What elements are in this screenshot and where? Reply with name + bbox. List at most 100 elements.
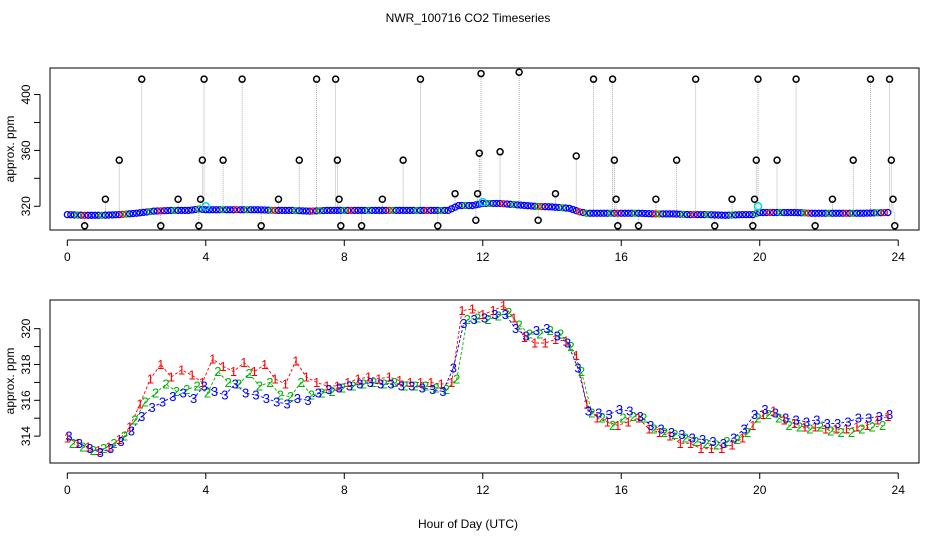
baseline-point <box>576 208 584 216</box>
baseline-point <box>641 209 650 218</box>
baseline-point <box>617 209 625 217</box>
series-1-marker: 1 <box>718 441 725 456</box>
spike-point <box>399 156 407 164</box>
spike-point <box>378 195 387 204</box>
series-1-marker: 1 <box>199 375 206 390</box>
series-2-marker: 2 <box>173 384 180 399</box>
series-1-marker: 1 <box>645 421 652 436</box>
spike-point <box>337 222 345 230</box>
series-3-marker: 3 <box>709 434 716 449</box>
baseline-point <box>648 210 657 218</box>
spike-point <box>608 75 617 83</box>
baseline-point <box>174 206 182 215</box>
spike-point <box>434 222 442 230</box>
spike-point <box>333 156 342 164</box>
series-1-marker: 1 <box>375 371 382 386</box>
series-3-marker: 3 <box>273 395 280 410</box>
baseline-point <box>188 206 196 214</box>
series-2-marker: 2 <box>692 434 699 449</box>
baseline-point <box>700 210 708 219</box>
series-3-marker: 3 <box>263 391 270 406</box>
series-3-marker: 3 <box>304 393 311 408</box>
baseline-point <box>659 210 667 218</box>
series-1-marker: 1 <box>230 364 237 379</box>
baseline-point <box>364 206 373 215</box>
cyan-point <box>478 197 488 207</box>
baseline-point <box>610 209 618 217</box>
bottom-x-tick-label: 20 <box>753 483 767 497</box>
baseline-point <box>638 209 646 218</box>
baseline-point <box>527 202 535 210</box>
baseline-point <box>357 206 366 215</box>
bottom-x-tick-label: 4 <box>202 483 209 497</box>
series-2-marker: 2 <box>214 364 221 379</box>
series-2-marker: 2 <box>204 386 211 401</box>
baseline-point <box>731 211 740 219</box>
series-1-marker: 1 <box>427 375 434 390</box>
spike-point <box>101 195 110 204</box>
top-x-tick-label: 0 <box>64 250 71 264</box>
baseline-point <box>312 207 321 215</box>
baseline-point <box>105 211 113 219</box>
baseline-point <box>849 209 857 217</box>
series-2-marker: 2 <box>651 421 658 436</box>
series-2-marker: 2 <box>827 423 834 438</box>
baseline-point <box>101 211 110 219</box>
baseline-point <box>513 201 522 209</box>
series-3-marker: 3 <box>76 436 83 451</box>
series-2-marker: 2 <box>131 413 138 428</box>
baseline-point <box>520 201 528 210</box>
series-3-marker: 3 <box>741 421 748 436</box>
series-1-marker: 1 <box>552 332 559 347</box>
baseline-point <box>351 206 359 215</box>
series-1-marker: 1 <box>261 357 268 372</box>
series-3-marker: 3 <box>128 423 135 438</box>
baseline-point <box>77 211 85 219</box>
baseline-point <box>704 210 712 219</box>
baseline-point <box>70 211 78 219</box>
series-2-marker: 2 <box>235 377 242 392</box>
series-1-marker: 1 <box>282 377 289 392</box>
series-2-marker: 2 <box>640 411 647 426</box>
baseline-point <box>257 206 265 214</box>
baseline-point <box>582 209 591 217</box>
baseline-point <box>624 209 632 217</box>
series-3-marker: 3 <box>564 335 571 350</box>
baseline-point <box>596 209 605 217</box>
baseline-point <box>427 206 435 215</box>
baseline-point <box>496 199 504 208</box>
series-3-marker: 3 <box>637 409 644 424</box>
bottom-y-axis-label: approx. ppm <box>3 348 17 415</box>
series-3-marker: 3 <box>232 377 239 392</box>
series-2-marker: 2 <box>297 375 304 390</box>
series-1-marker: 1 <box>780 413 787 428</box>
baseline-point <box>409 206 418 215</box>
series-2-marker: 2 <box>121 429 128 444</box>
baseline-point <box>274 206 283 215</box>
baseline-point <box>441 206 449 215</box>
series-3-marker: 3 <box>813 413 820 428</box>
series-2-marker: 2 <box>339 380 346 395</box>
series-2-marker: 2 <box>412 378 419 393</box>
baseline-point <box>215 206 224 214</box>
spike-point <box>572 152 580 160</box>
spike-point <box>534 216 542 224</box>
series-2-marker: 2 <box>432 380 439 395</box>
baseline-point <box>548 203 556 211</box>
spike-point <box>551 189 560 198</box>
series-2-marker: 2 <box>90 443 97 458</box>
series-1-marker: 1 <box>708 441 715 456</box>
baseline-point <box>250 206 258 214</box>
baseline-point <box>666 210 674 218</box>
baseline-point <box>499 200 508 208</box>
baseline-point <box>160 207 168 215</box>
baseline-point <box>752 209 760 218</box>
baseline-point <box>669 210 677 218</box>
baseline-point <box>420 206 428 215</box>
baseline-point <box>697 210 705 219</box>
baseline-point <box>288 206 297 215</box>
baseline-point <box>773 208 781 217</box>
baseline-point <box>818 209 826 217</box>
baseline-point <box>458 201 466 210</box>
baseline-point <box>285 206 293 215</box>
